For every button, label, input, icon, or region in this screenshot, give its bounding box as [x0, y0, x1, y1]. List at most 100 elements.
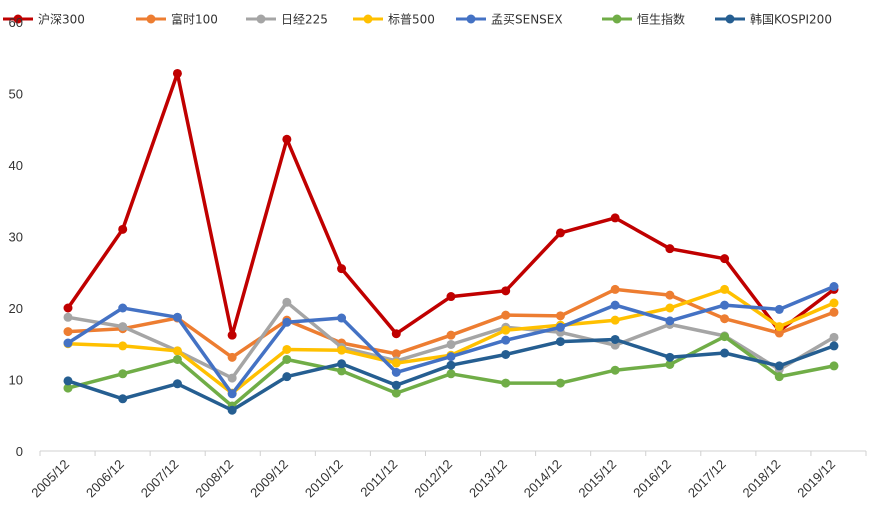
data-point — [282, 372, 292, 382]
y-tick-label: 10 — [9, 373, 23, 388]
data-point — [227, 373, 237, 383]
data-point — [829, 298, 839, 308]
data-point — [829, 282, 839, 292]
series-恒生指数 — [63, 332, 839, 411]
series-韩国KOSPI200 — [63, 334, 839, 415]
data-point — [282, 354, 292, 364]
x-tick-label: 2009/12 — [247, 457, 291, 501]
data-point — [720, 332, 730, 342]
data-point — [610, 334, 620, 344]
x-tick-label: 2008/12 — [192, 457, 236, 501]
series-沪深300 — [63, 68, 839, 340]
data-point — [501, 310, 511, 320]
legend-swatch-marker — [13, 14, 23, 24]
data-point — [665, 352, 675, 362]
data-point — [774, 304, 784, 314]
data-point — [118, 303, 128, 313]
y-tick-label: 30 — [9, 230, 23, 245]
data-point — [172, 346, 182, 356]
data-point — [446, 352, 456, 362]
x-tick-label: 2017/12 — [685, 457, 729, 501]
data-point — [610, 315, 620, 325]
data-point — [501, 325, 511, 335]
data-point — [774, 322, 784, 332]
data-point — [501, 378, 511, 388]
x-tick-label: 2012/12 — [411, 457, 455, 501]
data-point — [282, 344, 292, 354]
data-point — [118, 341, 128, 351]
legend-item: 富时100 — [136, 12, 218, 27]
legend-item: 孟买SENSEX — [456, 13, 563, 27]
data-point — [118, 369, 128, 379]
data-point — [391, 329, 401, 339]
x-tick-label: 2011/12 — [357, 457, 400, 500]
legend-swatch-marker — [146, 14, 156, 24]
data-point — [227, 330, 237, 340]
data-point — [446, 292, 456, 302]
y-tick-label: 40 — [9, 158, 23, 173]
data-point — [665, 303, 675, 313]
data-point — [501, 286, 511, 296]
legend-label: 沪深300 — [38, 13, 85, 27]
data-point — [555, 322, 565, 332]
data-point — [610, 365, 620, 375]
x-tick-label: 2007/12 — [138, 457, 182, 501]
x-tick-label: 2013/12 — [466, 457, 510, 501]
data-point — [446, 339, 456, 349]
data-point — [227, 352, 237, 362]
data-point — [555, 311, 565, 321]
legend-label: 日经225 — [281, 13, 328, 27]
data-point — [720, 348, 730, 358]
data-point — [391, 367, 401, 377]
data-point — [555, 228, 565, 238]
data-point — [63, 327, 73, 337]
data-point — [63, 312, 73, 322]
x-tick-label: 2010/12 — [302, 457, 346, 501]
data-point — [665, 359, 675, 369]
legend-swatch-marker — [363, 14, 373, 24]
data-point — [63, 303, 73, 313]
data-point — [665, 244, 675, 254]
legend-label: 孟买SENSEX — [491, 13, 563, 27]
legend: 沪深300 富时100 日经225 标普500 孟买SENSEX 恒生指数 韩国KOSPI2… — [3, 12, 832, 27]
data-point — [446, 360, 456, 370]
legend-swatch-marker — [725, 14, 735, 24]
data-point — [118, 394, 128, 404]
data-point — [774, 328, 784, 338]
x-tick-label: 2005/12 — [28, 457, 72, 501]
data-point — [665, 290, 675, 300]
x-tick-label: 2019/12 — [794, 457, 838, 501]
data-point — [555, 337, 565, 347]
data-point — [172, 379, 182, 389]
data-point — [282, 134, 292, 144]
data-point — [829, 332, 839, 342]
data-point — [172, 68, 182, 78]
data-point — [665, 316, 675, 326]
data-point — [501, 349, 511, 359]
legend-label: 富时100 — [171, 12, 218, 27]
legend-label: 恒生指数 — [637, 12, 685, 27]
data-point — [391, 358, 401, 368]
x-tick-label: 2015/12 — [575, 457, 619, 501]
legend-item: 日经225 — [246, 13, 328, 27]
data-point — [829, 361, 839, 371]
data-point — [610, 284, 620, 294]
data-point — [555, 378, 565, 388]
data-point — [720, 254, 730, 264]
data-point — [501, 335, 511, 345]
data-point — [446, 330, 456, 340]
y-axis: 0 10 20 30 40 50 60 — [9, 15, 23, 459]
data-point — [720, 300, 730, 310]
legend-item: 恒生指数 — [602, 12, 685, 27]
data-point — [446, 369, 456, 379]
legend-item: 韩国KOSPI200 — [715, 12, 832, 27]
y-tick-label: 0 — [16, 444, 23, 459]
data-point — [282, 317, 292, 327]
y-tick-label: 20 — [9, 301, 23, 316]
data-point — [610, 213, 620, 223]
x-tick-label: 2006/12 — [83, 457, 127, 501]
series-孟买SENSEX — [63, 282, 839, 399]
data-point — [118, 224, 128, 234]
data-point — [118, 322, 128, 332]
x-tick-label: 2018/12 — [740, 457, 784, 501]
